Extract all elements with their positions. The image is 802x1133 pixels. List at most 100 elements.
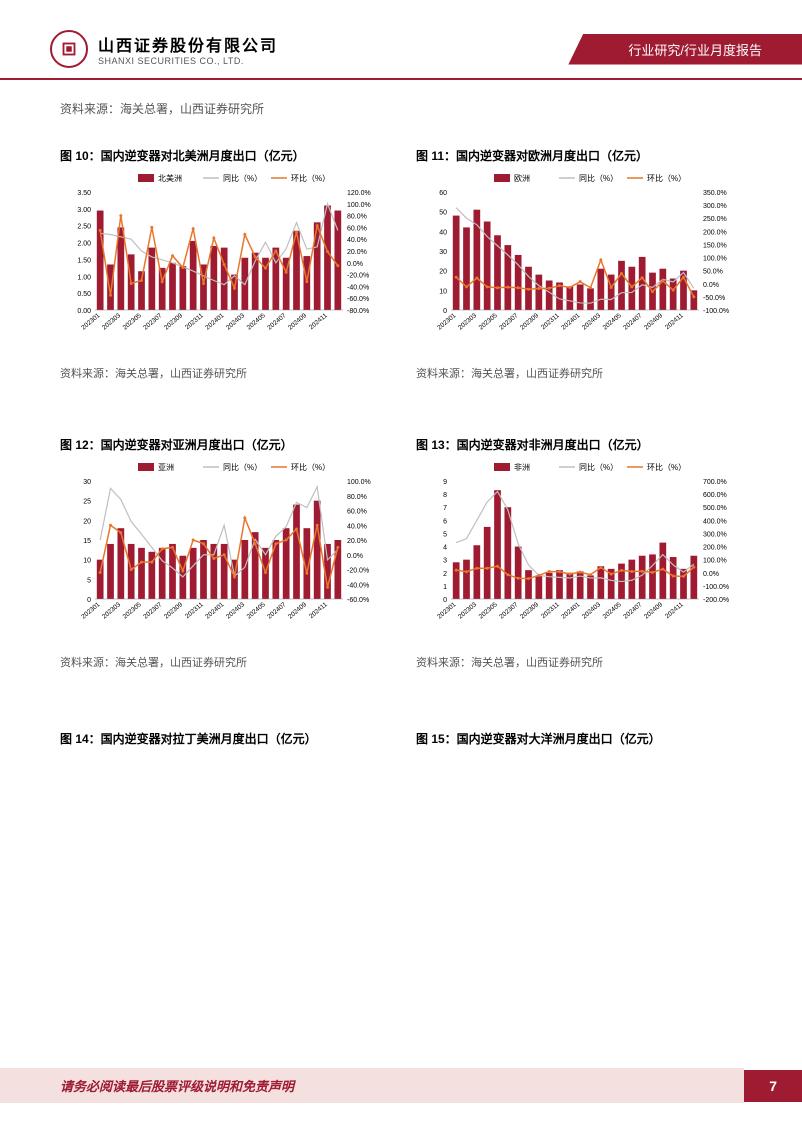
svg-text:2.00: 2.00: [77, 241, 91, 248]
svg-text:-100.0%: -100.0%: [703, 308, 729, 315]
svg-text:202403: 202403: [581, 601, 602, 621]
svg-text:10: 10: [83, 558, 91, 565]
svg-text:8: 8: [443, 492, 447, 499]
svg-text:202303: 202303: [457, 601, 478, 621]
svg-text:0.0%: 0.0%: [703, 571, 719, 578]
chart-13: 非洲同比（%）环比（%）0123456789-200.0%-100.0%0.0%…: [416, 461, 742, 646]
svg-text:10: 10: [439, 288, 447, 295]
chart-13-source: 资料来源：海关总署，山西证券研究所: [416, 654, 742, 670]
svg-text:202301: 202301: [80, 601, 101, 621]
svg-text:200.0%: 200.0%: [703, 229, 727, 236]
svg-text:同比（%）: 同比（%）: [579, 462, 618, 472]
svg-text:202309: 202309: [519, 601, 540, 621]
chart-10: 北美洲同比（%）环比（%）0.000.501.001.502.002.503.0…: [60, 172, 386, 357]
svg-text:50.0%: 50.0%: [703, 269, 723, 276]
svg-text:同比（%）: 同比（%）: [223, 173, 262, 183]
svg-text:-40.0%: -40.0%: [347, 582, 369, 589]
svg-text:-60.0%: -60.0%: [347, 597, 369, 604]
company-name-en: SHANXI SECURITIES CO., LTD.: [98, 56, 278, 66]
svg-text:-80.0%: -80.0%: [347, 308, 369, 315]
svg-text:1: 1: [443, 584, 447, 591]
svg-text:-20.0%: -20.0%: [347, 568, 369, 575]
svg-text:2.50: 2.50: [77, 224, 91, 231]
chart-12: 亚洲同比（%）环比（%）051015202530-60.0%-40.0%-20.…: [60, 461, 386, 646]
svg-text:50: 50: [439, 210, 447, 217]
svg-text:非洲: 非洲: [514, 462, 530, 472]
svg-text:202307: 202307: [498, 601, 519, 621]
svg-text:100.0%: 100.0%: [703, 256, 727, 263]
svg-text:3.50: 3.50: [77, 190, 91, 197]
svg-text:0.50: 0.50: [77, 291, 91, 298]
svg-text:20.0%: 20.0%: [347, 249, 367, 256]
footer-disclaimer: 请务必阅读最后股票评级说明和免责声明: [0, 1068, 744, 1103]
svg-text:同比（%）: 同比（%）: [223, 462, 262, 472]
svg-text:100.0%: 100.0%: [703, 558, 727, 565]
svg-text:2: 2: [443, 571, 447, 578]
svg-text:202403: 202403: [225, 601, 246, 621]
source-top: 资料来源：海关总署，山西证券研究所: [60, 100, 742, 117]
svg-text:-40.0%: -40.0%: [347, 284, 369, 291]
svg-text:3: 3: [443, 558, 447, 565]
svg-text:202309: 202309: [163, 312, 184, 332]
svg-text:202301: 202301: [436, 312, 457, 332]
svg-text:202303: 202303: [101, 312, 122, 332]
chart-10-title: 图 10：国内逆变器对北美洲月度出口（亿元）: [60, 147, 386, 164]
svg-text:-50.0%: -50.0%: [703, 295, 725, 302]
svg-text:500.0%: 500.0%: [703, 505, 727, 512]
svg-text:350.0%: 350.0%: [703, 190, 727, 197]
svg-text:202407: 202407: [266, 312, 287, 332]
company-name-cn: 山西证券股份有限公司: [98, 32, 278, 56]
breadcrumb: 行业研究/行业月度报告: [568, 34, 802, 65]
svg-text:202305: 202305: [122, 312, 143, 332]
svg-text:202311: 202311: [184, 601, 205, 620]
svg-text:202401: 202401: [560, 601, 581, 621]
chart-11: 欧洲同比（%）环比（%）0102030405060-100.0%-50.0%0.…: [416, 172, 742, 357]
svg-text:100.0%: 100.0%: [347, 479, 371, 486]
svg-text:20.0%: 20.0%: [347, 538, 367, 545]
page-footer: 请务必阅读最后股票评级说明和免责声明 7: [0, 1068, 802, 1103]
chart-11-source: 资料来源：海关总署，山西证券研究所: [416, 365, 742, 381]
svg-text:40.0%: 40.0%: [347, 237, 367, 244]
svg-text:202405: 202405: [602, 601, 623, 621]
svg-text:202311: 202311: [184, 312, 205, 331]
svg-text:1.50: 1.50: [77, 257, 91, 264]
svg-text:20: 20: [439, 269, 447, 276]
svg-text:202401: 202401: [560, 312, 581, 332]
chart-15-block: 图 15：国内逆变器对大洋洲月度出口（亿元）: [416, 730, 742, 755]
chart-15-title: 图 15：国内逆变器对大洋洲月度出口（亿元）: [416, 730, 742, 747]
svg-text:0.0%: 0.0%: [347, 553, 363, 560]
svg-text:40: 40: [439, 229, 447, 236]
svg-text:40.0%: 40.0%: [347, 523, 367, 530]
svg-text:0: 0: [87, 597, 91, 604]
svg-text:-200.0%: -200.0%: [703, 597, 729, 604]
svg-text:-100.0%: -100.0%: [703, 584, 729, 591]
company-logo-icon: [50, 30, 88, 68]
svg-text:202305: 202305: [478, 312, 499, 332]
svg-text:环比（%）: 环比（%）: [647, 462, 686, 472]
svg-text:202301: 202301: [436, 601, 457, 621]
svg-text:15: 15: [83, 538, 91, 545]
svg-text:环比（%）: 环比（%）: [291, 173, 330, 183]
svg-text:5: 5: [87, 577, 91, 584]
chart-14-title: 图 14：国内逆变器对拉丁美洲月度出口（亿元）: [60, 730, 386, 747]
svg-text:202309: 202309: [163, 601, 184, 621]
svg-text:-60.0%: -60.0%: [347, 296, 369, 303]
chart-10-block: 图 10：国内逆变器对北美洲月度出口（亿元） 北美洲同比（%）环比（%）0.00…: [60, 147, 386, 421]
chart-13-title: 图 13：国内逆变器对非洲月度出口（亿元）: [416, 436, 742, 453]
svg-text:202307: 202307: [142, 601, 163, 621]
svg-text:150.0%: 150.0%: [703, 242, 727, 249]
chart-12-title: 图 12：国内逆变器对亚洲月度出口（亿元）: [60, 436, 386, 453]
svg-text:202403: 202403: [581, 312, 602, 332]
page-number: 7: [744, 1070, 802, 1102]
svg-text:202409: 202409: [643, 312, 664, 332]
svg-text:60.0%: 60.0%: [347, 509, 367, 516]
svg-text:400.0%: 400.0%: [703, 518, 727, 525]
svg-text:100.0%: 100.0%: [347, 202, 371, 209]
svg-text:202407: 202407: [266, 601, 287, 621]
svg-text:202303: 202303: [457, 312, 478, 332]
svg-text:202401: 202401: [204, 312, 225, 332]
svg-text:-20.0%: -20.0%: [347, 273, 369, 280]
svg-text:9: 9: [443, 479, 447, 486]
svg-text:3.00: 3.00: [77, 207, 91, 214]
svg-text:202405: 202405: [246, 312, 267, 332]
